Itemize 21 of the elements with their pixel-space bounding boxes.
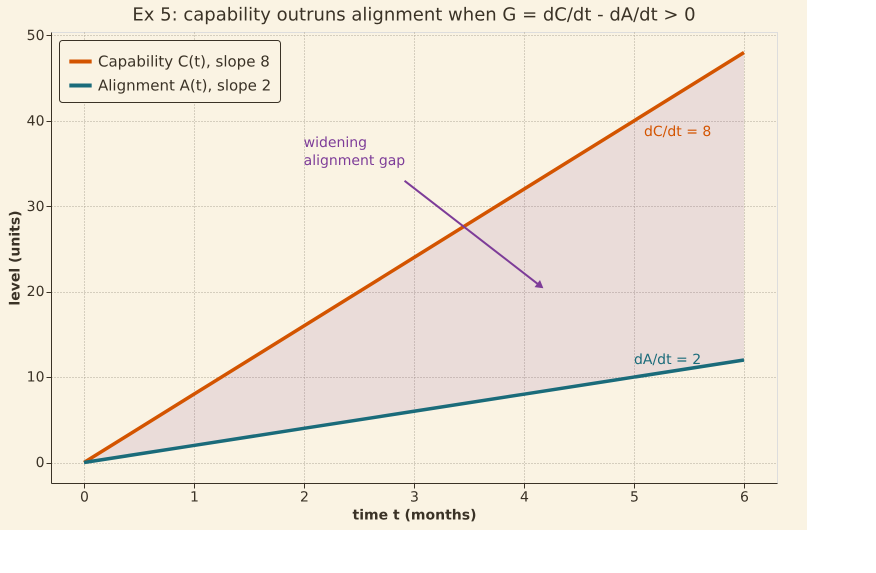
x-tick-label: 6: [740, 490, 750, 506]
annotation: dA/dt = 2: [634, 352, 702, 368]
y-tick-label: 50: [26, 28, 44, 44]
x-tick-label: 1: [190, 490, 199, 506]
x-tick-label: 2: [300, 490, 309, 506]
annotation: dC/dt = 8: [644, 124, 712, 140]
y-tick-label: 20: [26, 284, 44, 300]
annotation: widening alignment gap: [304, 135, 406, 170]
x-axis-title: time t (months): [352, 508, 476, 524]
y-tick-label: 30: [26, 198, 44, 215]
y-tick-label: 10: [26, 370, 44, 386]
legend-label: Alignment A(t), slope 2: [98, 76, 272, 94]
x-tick-label: 5: [630, 490, 639, 506]
x-tick-label: 3: [410, 490, 419, 506]
y-tick-label: 0: [36, 455, 44, 471]
x-tick-label: 4: [520, 490, 530, 506]
y-tick-label: 40: [26, 113, 44, 130]
legend-label: Capability C(t), slope 8: [98, 52, 270, 70]
chart-title: Ex 5: capability outruns alignment when G = dC/dt - dA/dt > 0: [132, 4, 696, 26]
x-tick-label: 0: [80, 490, 89, 506]
y-axis-title: level (units): [8, 210, 24, 306]
